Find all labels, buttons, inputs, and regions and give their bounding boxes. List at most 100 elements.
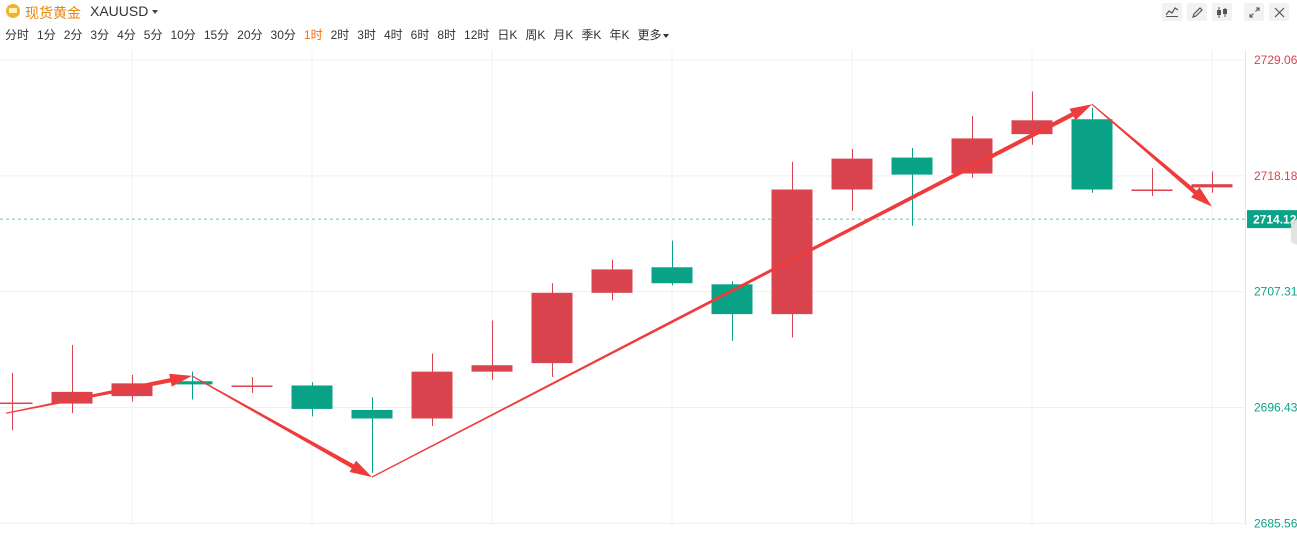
period-label: 2分 [63, 28, 83, 42]
y-tick-label: 2696.43 [1254, 401, 1297, 415]
candle [291, 382, 333, 417]
line-chart-icon[interactable] [1162, 3, 1182, 21]
candle-body [891, 157, 933, 175]
period-label: 30分 [270, 28, 296, 42]
y-tick-label: 2718.18 [1254, 169, 1297, 183]
period-option[interactable]: 更多 [637, 26, 670, 44]
period-label: 周K [525, 28, 546, 42]
candle-body [1071, 119, 1113, 190]
chart-header: 现货黄金 XAUUSD [0, 0, 1297, 24]
candle-body [471, 365, 513, 372]
period-label: 1分 [37, 28, 56, 42]
candle [591, 259, 633, 301]
draw-pencil-icon[interactable] [1187, 3, 1207, 21]
period-option[interactable]: 5分 [144, 26, 163, 44]
period-option[interactable]: 3时 [357, 26, 376, 44]
candlestick-icon[interactable] [1212, 3, 1232, 21]
period-label: 8时 [437, 28, 457, 42]
trend-arrow [5, 373, 193, 414]
period-option[interactable]: 1时 [304, 26, 323, 44]
collapse-handle-bottom [1291, 220, 1297, 245]
candle [471, 320, 513, 381]
period-option[interactable]: 2分 [64, 26, 83, 44]
period-option[interactable]: 10分 [170, 26, 195, 44]
y-tick-label: 2707.31 [1254, 285, 1297, 299]
candle-body [0, 402, 33, 405]
y-tick-label: 2685.56 [1254, 516, 1297, 530]
candle-body [351, 409, 393, 419]
candle [411, 353, 453, 426]
symbol-dropdown-caret-icon[interactable] [152, 10, 158, 14]
candle [351, 397, 393, 473]
candle [771, 161, 813, 338]
candle-body [591, 269, 633, 293]
fullscreen-icon[interactable] [1244, 3, 1264, 21]
period-option[interactable]: 3分 [90, 26, 109, 44]
candle [651, 240, 693, 286]
period-option[interactable]: 4分 [117, 26, 136, 44]
candle [231, 376, 273, 393]
candle-body [51, 391, 93, 404]
candle [1191, 171, 1233, 193]
period-option[interactable]: 2时 [331, 26, 350, 44]
candle-body [411, 371, 453, 419]
period-label: 6时 [410, 28, 430, 42]
last-price-label: 2714.12 [1253, 213, 1297, 227]
period-option[interactable]: 4时 [384, 26, 403, 44]
candle [1131, 168, 1173, 196]
more-caret-icon [663, 33, 670, 38]
candle [0, 372, 33, 431]
period-option[interactable]: 分时 [5, 26, 29, 44]
candle-body [531, 292, 573, 364]
period-option[interactable]: 季K [581, 26, 601, 44]
candle [51, 345, 93, 414]
candle-body [1191, 184, 1233, 188]
period-option[interactable]: 12时 [464, 26, 489, 44]
period-label: 1时 [303, 28, 323, 42]
period-selector: 分时 1分 2分 3分 4分 5分 10分 15分 20分 30分 1时 2时 3时 4时 6时 8时 12时日… [5, 26, 677, 44]
period-label: 年K [609, 28, 630, 42]
close-icon[interactable] [1269, 3, 1289, 21]
period-label: 4分 [117, 28, 136, 42]
period-label: 更多 [637, 28, 662, 42]
candle-body [651, 267, 693, 284]
period-label: 3分 [90, 28, 110, 42]
period-label: 季K [581, 28, 602, 42]
instrument-symbol[interactable]: XAUUSD [90, 3, 149, 19]
period-label: 12时 [464, 28, 490, 42]
period-option[interactable]: 15分 [204, 26, 229, 44]
candle [891, 147, 933, 226]
trend-arrow [1091, 103, 1212, 207]
period-option[interactable]: 周K [525, 26, 545, 44]
candle [531, 283, 573, 377]
candle [831, 149, 873, 211]
period-label: 日K [497, 28, 518, 42]
period-label: 15分 [203, 28, 230, 42]
trend-arrow [191, 375, 372, 478]
period-option[interactable]: 20分 [237, 26, 262, 44]
trend-arrows [5, 103, 1212, 478]
period-label: 月K [553, 28, 574, 42]
candle [1071, 107, 1113, 193]
period-option[interactable]: 月K [553, 26, 573, 44]
trend-arrow [371, 104, 1092, 478]
candle-body [1131, 189, 1173, 192]
collapse-handle-icon[interactable] [1291, 219, 1297, 245]
y-tick-label: 2729.06 [1254, 53, 1297, 67]
candlestick-chart[interactable]: 2729.06 2718.18 2707.31 2696.43 2685.56 2714.… [0, 50, 1297, 543]
period-option[interactable]: 8时 [437, 26, 456, 44]
candle-body [231, 385, 273, 387]
period-label: 3时 [357, 28, 376, 42]
period-option[interactable]: 日K [497, 26, 517, 44]
period-label: 4时 [383, 28, 403, 42]
period-option[interactable]: 6时 [411, 26, 430, 44]
last-price-tag [1247, 210, 1297, 229]
period-label: 5分 [143, 28, 163, 42]
instrument-title[interactable]: 现货黄金 [25, 5, 81, 21]
period-label: 20分 [237, 28, 263, 42]
period-option[interactable]: 年K [609, 26, 629, 44]
chart-toolbar [1157, 3, 1289, 21]
period-option[interactable]: 30分 [271, 26, 296, 44]
period-option[interactable]: 1分 [37, 26, 56, 44]
candle-body [291, 385, 333, 409]
